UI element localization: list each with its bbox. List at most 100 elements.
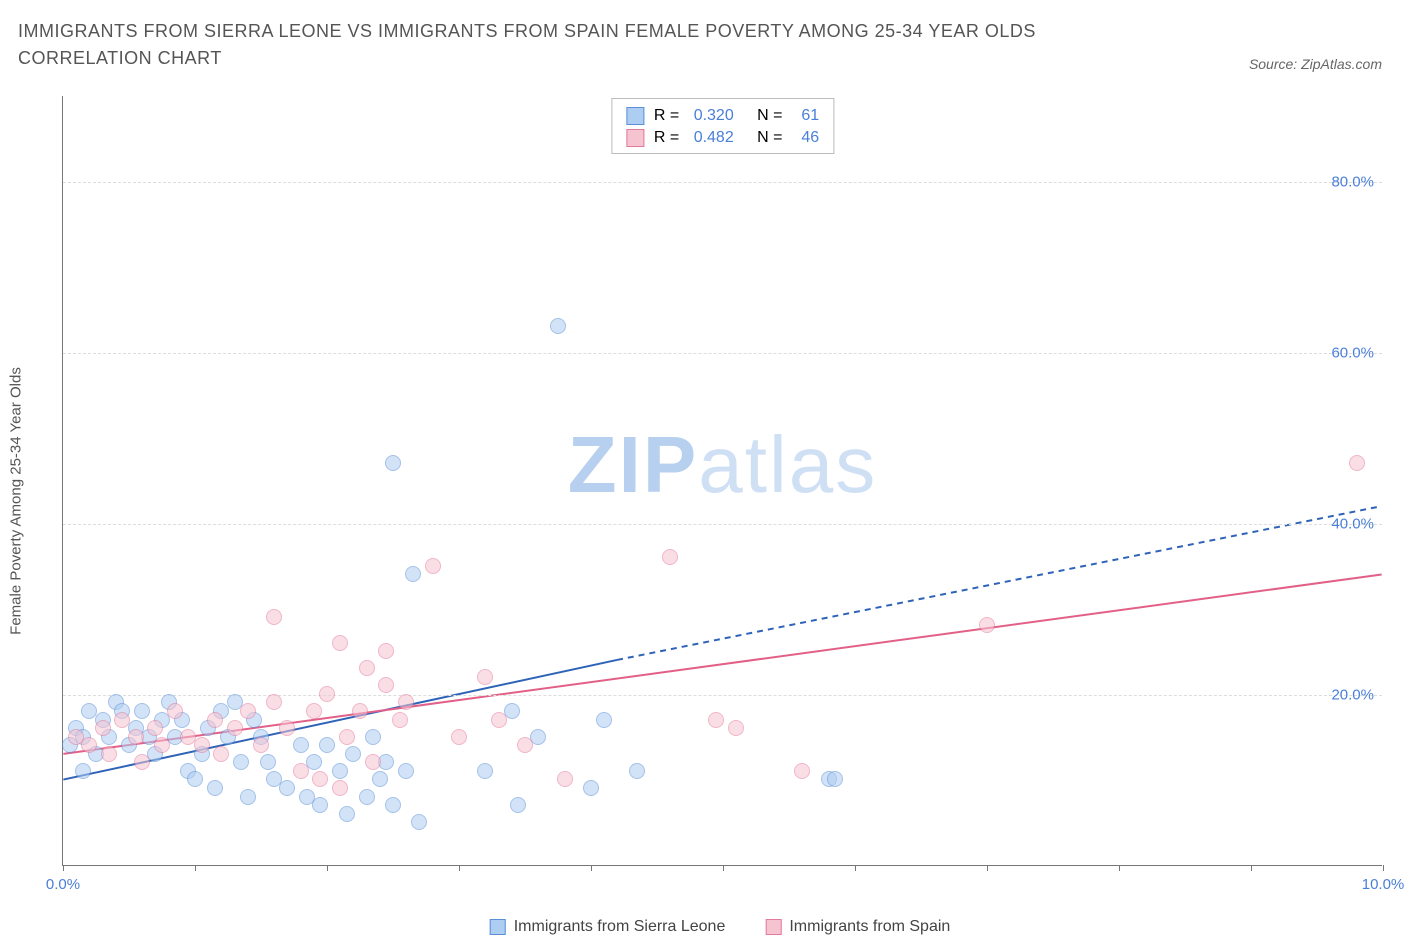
legend-swatch (765, 919, 781, 935)
scatter-point (345, 746, 361, 762)
scatter-point (365, 729, 381, 745)
scatter-point (385, 797, 401, 813)
scatter-point (491, 712, 507, 728)
scatter-point (312, 771, 328, 787)
x-tick (195, 865, 196, 871)
gridline (63, 524, 1382, 525)
x-tick (327, 865, 328, 871)
scatter-point (510, 797, 526, 813)
stat-r-label: R = (654, 129, 684, 147)
scatter-point (339, 729, 355, 745)
series-swatch (626, 107, 644, 125)
y-tick-label: 40.0% (1331, 515, 1374, 532)
y-tick-label: 80.0% (1331, 173, 1374, 190)
x-tick (1383, 865, 1384, 871)
scatter-point (81, 737, 97, 753)
gridline (63, 182, 1382, 183)
regression-line-dashed (617, 506, 1382, 660)
scatter-point (392, 712, 408, 728)
scatter-point (306, 703, 322, 719)
scatter-point (411, 814, 427, 830)
x-tick (1119, 865, 1120, 871)
scatter-point (365, 754, 381, 770)
watermark: ZIPatlas (568, 419, 877, 511)
scatter-point (134, 703, 150, 719)
x-tick (1251, 865, 1252, 871)
scatter-point (279, 780, 295, 796)
x-tick (987, 865, 988, 871)
scatter-point (708, 712, 724, 728)
scatter-point (332, 780, 348, 796)
scatter-point (233, 754, 249, 770)
scatter-point (266, 694, 282, 710)
scatter-point (517, 737, 533, 753)
scatter-point (240, 789, 256, 805)
stat-r-label: R = (654, 107, 684, 125)
series-swatch (626, 129, 644, 147)
scatter-point (101, 746, 117, 762)
scatter-point (979, 617, 995, 633)
scatter-point (187, 771, 203, 787)
scatter-point (425, 558, 441, 574)
scatter-point (359, 660, 375, 676)
legend-item: Immigrants from Sierra Leone (490, 918, 726, 936)
scatter-point (728, 720, 744, 736)
stat-n-value: 46 (801, 129, 819, 147)
scatter-point (557, 771, 573, 787)
scatter-point (477, 763, 493, 779)
scatter-point (194, 737, 210, 753)
bottom-legend: Immigrants from Sierra Leone Immigrants f… (490, 918, 951, 936)
scatter-point (207, 780, 223, 796)
scatter-point (359, 789, 375, 805)
regression-line-solid (63, 574, 1381, 753)
scatter-point (550, 318, 566, 334)
scatter-point (629, 763, 645, 779)
x-tick (63, 865, 64, 871)
x-tick (723, 865, 724, 871)
watermark-bold: ZIP (568, 420, 698, 509)
legend-item: Immigrants from Spain (765, 918, 950, 936)
y-axis-label: Female Poverty Among 25-34 Year Olds (8, 367, 25, 635)
scatter-point (352, 703, 368, 719)
scatter-point (293, 763, 309, 779)
scatter-point (378, 677, 394, 693)
scatter-point (134, 754, 150, 770)
scatter-point (477, 669, 493, 685)
watermark-light: atlas (698, 420, 877, 509)
scatter-point (266, 609, 282, 625)
stat-n-label: N = (744, 129, 792, 147)
scatter-point (827, 771, 843, 787)
scatter-point (312, 797, 328, 813)
scatter-point (260, 754, 276, 770)
scatter-point (378, 643, 394, 659)
scatter-point (332, 635, 348, 651)
legend-label: Immigrants from Sierra Leone (514, 918, 726, 936)
scatter-point (167, 703, 183, 719)
x-tick (459, 865, 460, 871)
scatter-point (332, 763, 348, 779)
stats-legend-box: R = 0.320 N = 61R = 0.482 N = 46 (611, 98, 834, 154)
stats-row: R = 0.320 N = 61 (626, 105, 819, 127)
stat-n-value: 61 (801, 107, 819, 125)
scatter-point (213, 746, 229, 762)
scatter-point (154, 737, 170, 753)
scatter-point (385, 455, 401, 471)
legend-swatch (490, 919, 506, 935)
scatter-point (1349, 455, 1365, 471)
scatter-point (293, 737, 309, 753)
scatter-point (451, 729, 467, 745)
scatter-point (596, 712, 612, 728)
x-tick-label: 10.0% (1362, 876, 1405, 893)
scatter-point (207, 712, 223, 728)
scatter-point (227, 720, 243, 736)
scatter-point (319, 737, 335, 753)
scatter-point (279, 720, 295, 736)
x-tick (855, 865, 856, 871)
legend-label: Immigrants from Spain (789, 918, 950, 936)
gridline (63, 353, 1382, 354)
y-tick-label: 60.0% (1331, 344, 1374, 361)
stats-row: R = 0.482 N = 46 (626, 127, 819, 149)
source-note: Source: ZipAtlas.com (1249, 56, 1382, 72)
scatter-point (398, 694, 414, 710)
stat-r-value: 0.320 (694, 107, 734, 125)
